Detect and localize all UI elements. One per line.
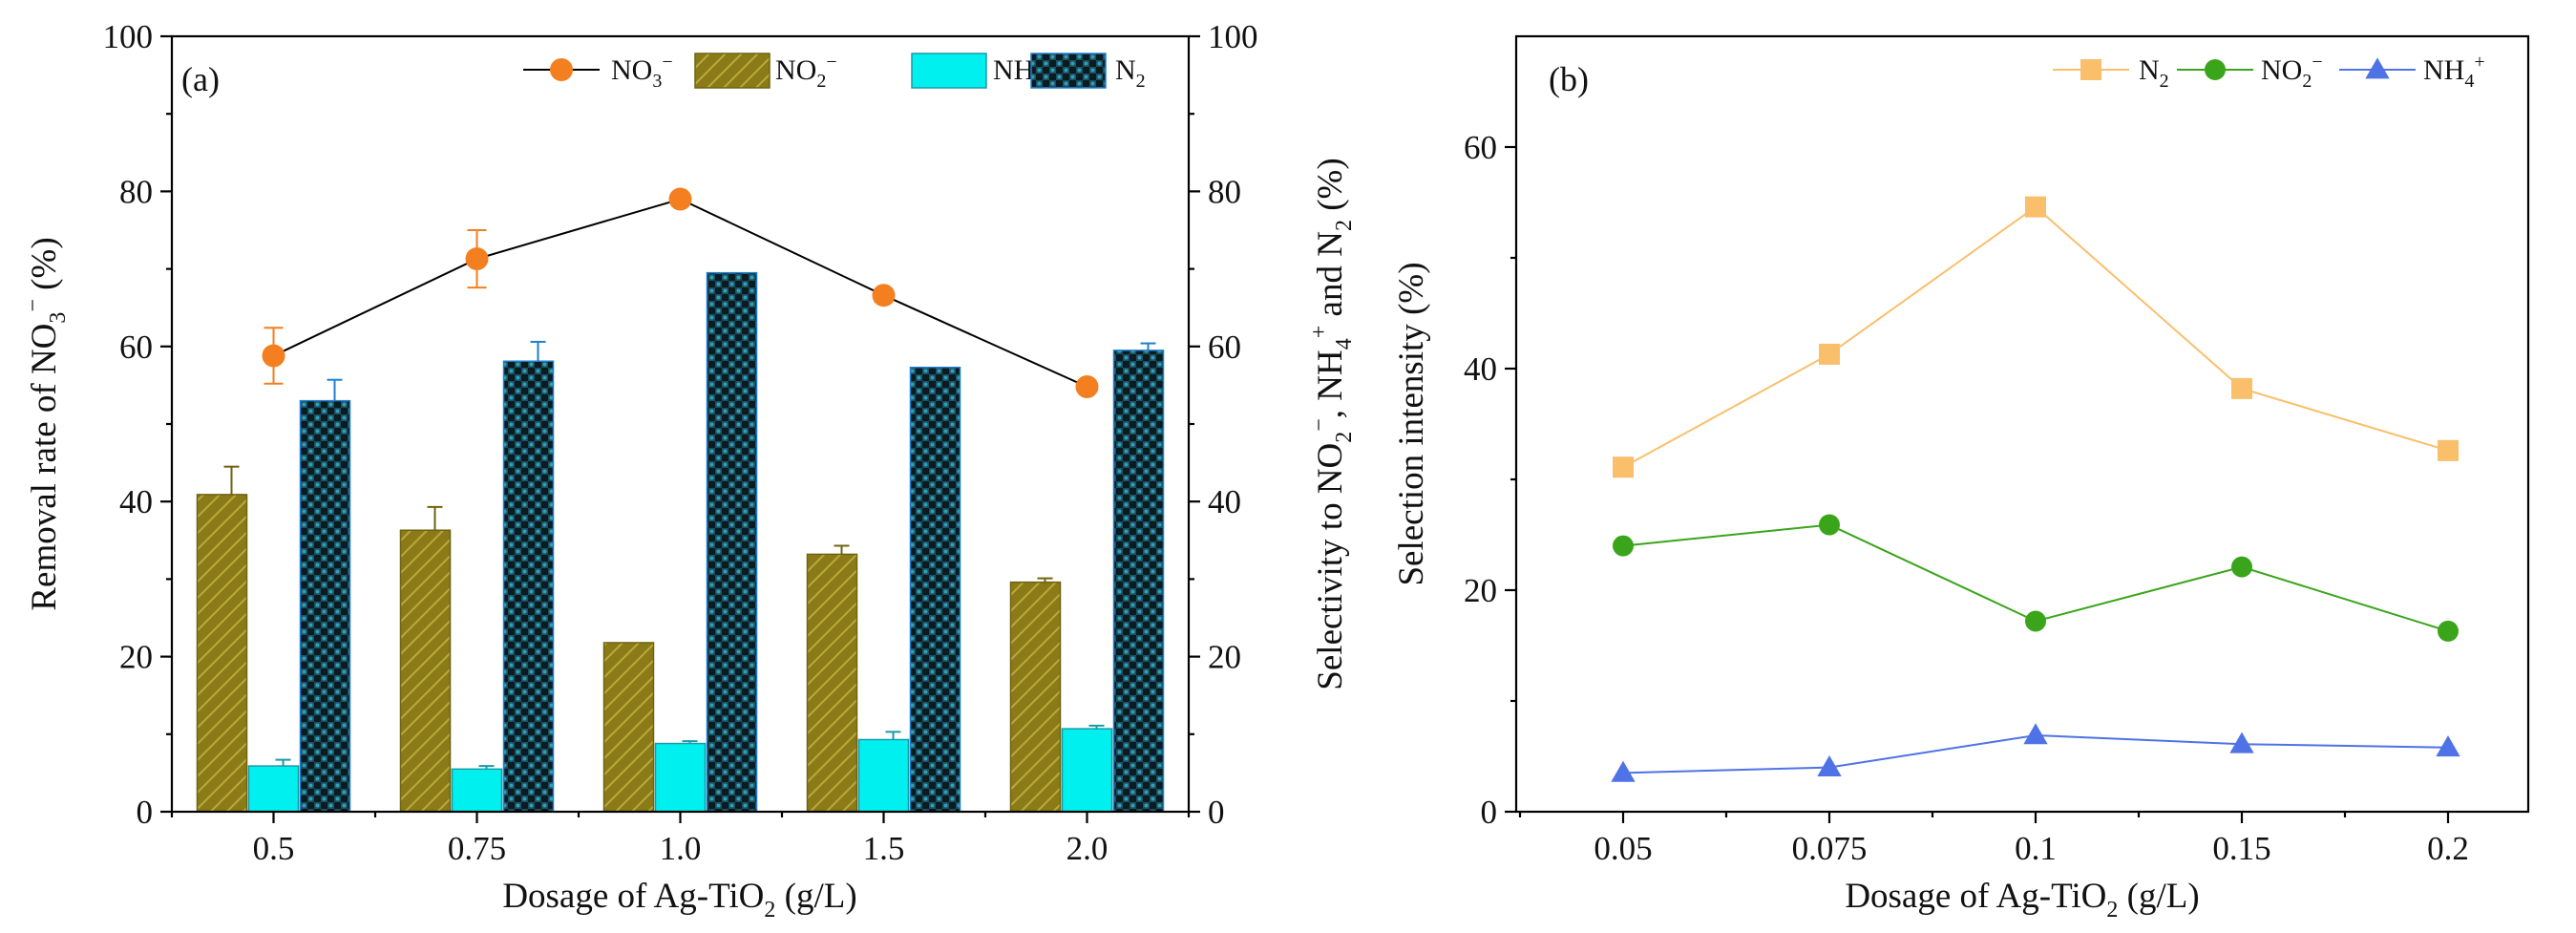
bar-N2-1.5 [909,366,961,813]
y-tick-label: 40 [119,483,153,520]
point-NO2-0.05 [1613,535,1634,557]
panel-a-y-axis-label: Removal rate of NO3− (%) [21,237,71,610]
x-tick-label: 0.5 [253,830,295,867]
bar-NO2-1.0 [602,642,655,813]
panel-b-y-axis-label: Selection intensity (%) [1392,262,1431,585]
bar-NH4-1.5 [857,738,910,813]
point-NO2-0.075 [1819,514,1840,536]
x-tick-label: 0.075 [1792,830,1868,867]
point-no3-0.5 [262,344,285,368]
point-N2-0.075 [1819,343,1840,365]
point-NH4-0.2 [2436,735,2460,757]
legend-swatch-N2 [1030,53,1107,89]
legend-label-NO2: NO2− [775,52,837,92]
y-tick-label: 20 [119,639,153,676]
legend-marker-N2 [2080,59,2101,80]
point-NH4-0.15 [2229,732,2254,753]
y2-tick-label: 60 [1208,329,1241,366]
y2-tick-label: 20 [1208,639,1241,676]
point-N2-0.15 [2231,377,2252,399]
bar-N2-0.5 [299,399,351,813]
point-N2-0.1 [2025,196,2046,218]
x-tick-label: 1.0 [660,830,702,867]
bar-N2-1.0 [706,271,758,813]
y-tick-label: 20 [1464,572,1497,609]
legend-marker-NO2 [2205,59,2226,80]
bar-N2-2.0 [1112,350,1165,813]
y-tick-label: 0 [1481,794,1498,831]
x-tick-label: 1.5 [863,830,905,867]
y-tick-label: 100 [103,18,154,55]
panel-a-legend: NO3−NO2−NH4+N2 [523,52,1146,92]
point-no3-1.0 [668,187,692,211]
y2-tick-label: 100 [1208,18,1258,55]
x-tick-label: 0.05 [1594,830,1652,867]
bar-NO2-1.5 [806,553,858,813]
point-NH4-0.05 [1611,760,1636,782]
panel-b-frame [1514,34,2530,814]
legend-marker-no3 [550,58,573,81]
legend-label-NO2: NO2− [2261,52,2323,92]
panel-b: 0 20 40 60 0.05 0.075 0.1 0.15 0.2 (b) Selection… [1392,34,2530,922]
y2-tick-label: 80 [1208,173,1241,210]
legend-label-NH4: NH4+ [2423,52,2485,92]
legend-label-N2: N2 [2139,54,2169,92]
legend-swatch-NH4 [911,53,987,89]
bar-N2-0.75 [502,360,555,813]
y-tick-label: 80 [119,173,153,210]
y-tick-label: 60 [119,329,153,366]
panel-a-label: (a) [181,60,220,98]
y2-tick-label: 0 [1208,794,1225,831]
x-tick-label: 0.2 [2427,830,2469,867]
panel-a-x-axis-label: Dosage of Ag-TiO2 (g/L) [502,877,856,922]
x-tick-label: 2.0 [1066,830,1109,867]
x-tick-label: 0.75 [448,830,506,867]
point-N2-0.05 [1613,456,1634,478]
panel-b-plot-area: 0 20 40 60 0.05 0.075 0.1 0.15 0.2 [1464,129,2469,867]
bar-NO2-2.0 [1009,581,1062,813]
bar-NH4-2.0 [1061,728,1113,813]
x-tick-label: 0.15 [2212,830,2270,867]
point-N2-0.2 [2438,439,2459,461]
point-no3-1.5 [872,284,896,307]
bar-NO2-0.75 [399,529,452,813]
legend-label-no3: NO3− [611,52,673,92]
panel-b-legend: N2 NO2− NH4+ [2053,52,2485,92]
panel-a-y2-axis-label: Selectivity to NO2−, NH4+ and N2 (%) [1307,158,1357,689]
bar-NH4-0.5 [247,765,300,813]
point-no3-0.75 [465,247,489,271]
panel-a: 0 0 20 20 40 40 60 60 80 80 100 100 0.5 0.75 1.0 1.5 2.0… [21,18,1357,922]
y-tick-label: 0 [137,794,154,831]
bar-NH4-1.0 [654,742,707,813]
line-N2 [1622,205,2449,469]
legend-swatch-NO2 [694,53,771,89]
point-NH4-0.1 [2023,723,2048,745]
x-tick-label: 0.1 [2015,830,2057,867]
point-NO2-0.15 [2231,556,2252,578]
line-no3 [273,198,1087,388]
point-no3-2.0 [1075,375,1099,399]
legend-marker-NH4 [2365,57,2390,79]
legend-label-N2: N2 [1115,54,1146,92]
point-NO2-0.1 [2025,610,2046,632]
panel-a-plot-area: 0 0 20 20 40 40 60 60 80 80 100 100 0.5 0.75 1.0 1.5 2.0 [103,18,1258,867]
y-tick-label: 40 [1464,350,1497,388]
panel-b-x-axis-label: Dosage of Ag-TiO2 (g/L) [1845,877,2199,922]
bar-NH4-0.75 [451,768,503,813]
point-NH4-0.075 [1817,754,1842,776]
panel-b-label: (b) [1549,60,1589,98]
panel-a-frame [170,34,1191,814]
point-NO2-0.2 [2438,620,2459,642]
y-tick-label: 60 [1464,129,1497,166]
y2-tick-label: 40 [1208,483,1241,520]
bar-NO2-0.5 [196,494,248,813]
